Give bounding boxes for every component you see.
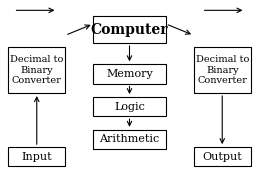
FancyBboxPatch shape	[194, 147, 250, 166]
Text: Decimal to
Binary
Converter: Decimal to Binary Converter	[196, 55, 249, 85]
Text: Arithmetic: Arithmetic	[99, 134, 160, 144]
FancyBboxPatch shape	[194, 47, 250, 93]
FancyBboxPatch shape	[93, 97, 166, 116]
Text: Decimal to
Binary
Converter: Decimal to Binary Converter	[10, 55, 63, 85]
Text: Computer: Computer	[91, 23, 168, 37]
FancyBboxPatch shape	[93, 16, 166, 43]
Text: Output: Output	[202, 152, 242, 162]
FancyBboxPatch shape	[93, 64, 166, 84]
FancyBboxPatch shape	[93, 130, 166, 149]
FancyBboxPatch shape	[9, 147, 65, 166]
FancyBboxPatch shape	[9, 47, 65, 93]
Text: Logic: Logic	[114, 102, 145, 112]
Text: Input: Input	[21, 152, 52, 162]
Text: Memory: Memory	[106, 69, 153, 79]
